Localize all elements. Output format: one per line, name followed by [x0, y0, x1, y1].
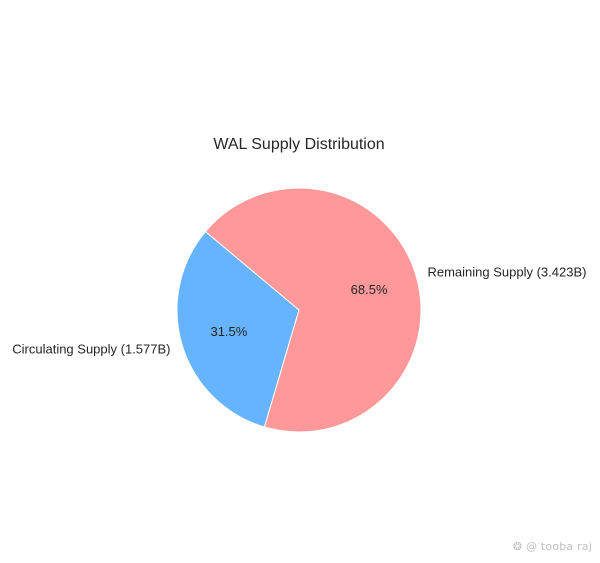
watermark: ❂ @ tooba raj: [513, 540, 592, 553]
percent-label-1: 31.5%: [210, 324, 247, 339]
pie-labels: 31.5% Circulating Supply (1.577B) 68.5% Rem…: [12, 264, 586, 356]
watermark-text: @ tooba raj: [525, 540, 592, 553]
pie-slice-2: [204, 187, 422, 433]
slice-label-2: Remaining Supply (3.423B): [427, 264, 586, 279]
pie-slices: [176, 187, 422, 433]
pie-slice-1: [176, 230, 300, 428]
slice-label-1: Circulating Supply (1.577B): [12, 342, 170, 357]
chart-title: WAL Supply Distribution: [213, 136, 384, 153]
percent-label-2: 68.5%: [351, 282, 388, 297]
paw-logo-icon: ❂: [512, 540, 523, 553]
